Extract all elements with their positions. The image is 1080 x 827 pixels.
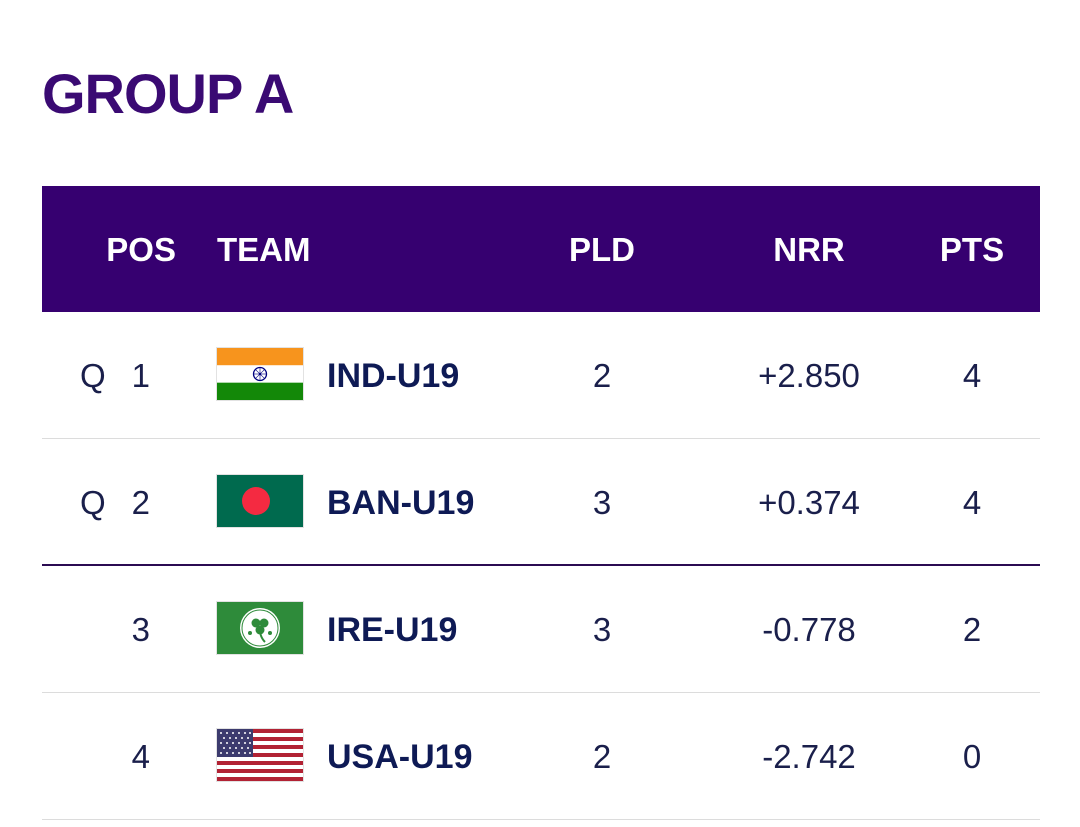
- played: 3: [592, 611, 612, 648]
- points: 4: [962, 484, 982, 521]
- header-team[interactable]: TEAM: [217, 231, 311, 268]
- header-pos[interactable]: POS: [106, 231, 176, 268]
- table-row[interactable]: 4 USA-U19 2 -2.742 0: [42, 693, 1040, 820]
- played: 3: [592, 484, 612, 521]
- table-row[interactable]: 3 IRE-U19 3 -0.778 2: [42, 566, 1040, 693]
- points: 4: [962, 357, 982, 394]
- net-run-rate: -0.778: [762, 611, 856, 648]
- position: 2: [131, 484, 150, 521]
- bangladesh-flag-icon: [217, 475, 303, 527]
- net-run-rate: -2.742: [762, 738, 856, 775]
- qualified-marker: Q: [80, 357, 106, 394]
- table-row[interactable]: Q 2 BAN-U19 3 +0.374 4: [42, 439, 1040, 566]
- qualified-marker: Q: [80, 484, 106, 521]
- header-pts[interactable]: PTS: [939, 231, 1005, 268]
- net-run-rate: +2.850: [758, 357, 860, 394]
- net-run-rate: +0.374: [758, 484, 860, 521]
- team-name[interactable]: BAN-U19: [327, 484, 475, 522]
- standings-table: POS TEAM PLD NRR PTS Q 1 IND-U19 2 +2.85…: [42, 186, 1040, 820]
- played: 2: [592, 357, 612, 394]
- team-name[interactable]: USA-U19: [327, 738, 473, 776]
- usa-flag-icon: [217, 729, 303, 781]
- header-nrr[interactable]: NRR: [773, 231, 845, 268]
- position: 3: [131, 611, 150, 648]
- india-flag-icon: [217, 348, 303, 400]
- points: 2: [962, 611, 982, 648]
- table-header: POS TEAM PLD NRR PTS: [42, 186, 1040, 312]
- played: 2: [592, 738, 612, 775]
- table-row[interactable]: Q 1 IND-U19 2 +2.850 4: [42, 312, 1040, 439]
- position: 1: [131, 357, 150, 394]
- ireland-cricket-flag-icon: [217, 602, 303, 654]
- team-name[interactable]: IRE-U19: [327, 611, 458, 649]
- group-title: GROUP A: [42, 62, 294, 125]
- team-name[interactable]: IND-U19: [327, 357, 460, 395]
- header-pld[interactable]: PLD: [569, 231, 635, 268]
- points: 0: [962, 738, 982, 775]
- position: 4: [131, 738, 150, 775]
